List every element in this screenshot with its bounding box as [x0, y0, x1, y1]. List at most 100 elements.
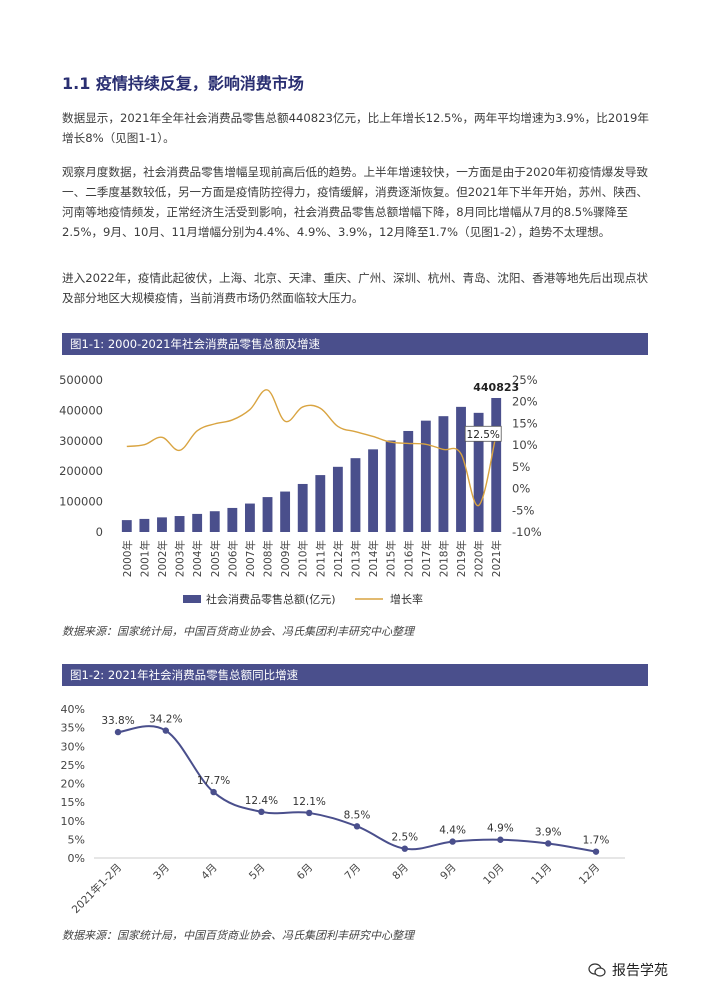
data-point	[545, 840, 552, 847]
x-tick-label: 9月	[438, 862, 459, 883]
bar	[420, 420, 431, 532]
bar	[227, 507, 238, 532]
figure-1-chart: 0 100000 200000 300000 400000 500000 -10% -5% 0%…	[59, 373, 542, 606]
watermark: 报告学苑	[588, 960, 668, 980]
y-right-tick-label: 5%	[512, 460, 530, 474]
y-tick-label: 30%	[61, 740, 85, 753]
figure-2-source: 数据来源：国家统计局，中国百货商业协会、冯氏集团利丰研究中心整理	[62, 929, 414, 942]
data-label: 8.5%	[344, 809, 371, 821]
y-tick-label: 35%	[61, 722, 85, 735]
figure-1-title: 图1-1: 2000-2021年社会消费品零售总额及增速	[62, 333, 648, 355]
bar	[209, 511, 220, 532]
figure-2-title: 图1-2: 2021年社会消费品零售总额同比增速	[62, 664, 648, 686]
x-tick-label: 7月	[342, 862, 363, 883]
paragraph-1: 数据显示，2021年全年社会消费品零售总额440823亿元，比上年增长12.5%…	[62, 111, 649, 145]
bar	[332, 466, 343, 532]
data-point	[306, 809, 313, 817]
figure-1-source: 数据来源：国家统计局，中国百货商业协会、冯氏集团利丰研究中心整理	[62, 625, 414, 638]
data-point	[449, 838, 456, 845]
x-tick-label: 2012年	[332, 540, 345, 577]
x-tick-label: 2018年	[437, 540, 450, 577]
y-tick-label: 25%	[61, 759, 85, 772]
bar	[315, 475, 326, 532]
x-tick-label: 2005年	[209, 540, 222, 577]
rate-label-box	[464, 425, 502, 442]
x-tick-label: 2021年1-2月	[69, 861, 124, 916]
data-label: 2.5%	[391, 832, 418, 844]
data-label: 17.7%	[197, 775, 230, 787]
x-tick-label: 10月	[481, 862, 506, 887]
x-tick-label: 2003年	[174, 540, 187, 577]
paragraph-3: 进入2022年，疫情此起彼伏，上海、北京、天津、重庆、广州、深圳、杭州、青岛、沈…	[62, 271, 649, 305]
bar	[491, 397, 502, 532]
bar	[139, 518, 150, 532]
x-tick-label: 2013年	[349, 540, 362, 577]
bar	[280, 491, 291, 532]
bar	[121, 520, 132, 532]
x-tick-label: 2011年	[314, 540, 327, 577]
bar	[350, 458, 361, 532]
bar	[174, 516, 185, 532]
data-label: 1.7%	[583, 835, 610, 847]
y-tick-label: 10%	[61, 815, 85, 828]
paragraph-2: 观察月度数据，社会消费品零售增幅呈现前高后低的趋势。上半年增速较快，一方面是由于…	[62, 165, 649, 239]
x-tick-label: 2016年	[402, 540, 415, 577]
bar	[385, 440, 396, 532]
x-tick-label: 3月	[151, 862, 172, 883]
x-tick-label: 2009年	[279, 540, 292, 577]
data-point	[114, 728, 122, 736]
bar	[473, 412, 484, 532]
x-tick-label: 2017年	[420, 540, 433, 577]
y-right-tick-label: 15%	[512, 416, 538, 430]
legend-swatch-bar	[183, 595, 201, 603]
figure-2-chart: 0% 5% 10% 15% 20% 25% 30% 35% 40% 33.8% 34.2% 17.7%…	[61, 703, 625, 916]
y-tick-label: 0%	[68, 852, 85, 865]
y-right-tick-label: 0%	[512, 482, 530, 496]
data-label: 33.8%	[101, 715, 134, 727]
x-tick-label: 12月	[577, 862, 602, 887]
x-tick-label: 2021年	[490, 540, 503, 577]
last-bar-label: 440823	[473, 381, 519, 394]
x-tick-label: 2001年	[138, 540, 151, 577]
y-tick-label: 40%	[61, 703, 85, 716]
data-label: 12.1%	[293, 796, 326, 808]
y-tick-label: 5%	[68, 833, 85, 846]
data-point	[401, 845, 408, 852]
x-tick-label: 4月	[199, 862, 220, 883]
y-right-tick-label: 20%	[512, 395, 538, 409]
legend-label-bar: 社会消费品零售总额(亿元)	[206, 592, 336, 606]
y-left-tick-label: 0	[96, 525, 103, 539]
watermark-text: 报告学苑	[612, 963, 668, 979]
y-left-tick-label: 200000	[59, 464, 103, 478]
x-tick-label: 8月	[390, 862, 411, 883]
data-label: 3.9%	[535, 826, 562, 838]
last-rate-label: 12.5%	[467, 429, 500, 441]
x-tick-label: 2000年	[121, 540, 134, 577]
x-tick-label: 5月	[247, 862, 268, 883]
bar	[438, 416, 449, 532]
y-right-tick-label: -5%	[512, 503, 534, 517]
x-tick-label: 2006年	[226, 540, 239, 577]
y-left-tick-label: 300000	[59, 434, 103, 448]
bar	[297, 483, 308, 532]
x-tick-label: 2010年	[297, 540, 310, 577]
x-tick-label: 6月	[295, 862, 316, 883]
section-title: 1.1 疫情持续反复，影响消费市场	[62, 74, 304, 93]
bar	[192, 513, 203, 532]
x-tick-label: 2002年	[156, 540, 169, 577]
x-tick-label: 2020年	[473, 540, 486, 577]
data-point	[162, 727, 169, 734]
growth-rate-line	[126, 389, 497, 507]
data-label: 12.4%	[245, 795, 278, 807]
x-tick-label: 2019年	[455, 540, 468, 577]
data-label: 34.2%	[149, 714, 182, 726]
bar	[245, 503, 255, 532]
legend-label-line: 增长率	[390, 592, 423, 606]
wechat-icon	[588, 963, 606, 977]
x-tick-label: 2007年	[244, 540, 257, 577]
data-label: 4.4%	[439, 825, 466, 837]
bar	[157, 517, 167, 532]
y-left-tick-label: 100000	[59, 495, 103, 509]
growth-line	[117, 725, 597, 853]
y-tick-label: 20%	[61, 778, 85, 791]
